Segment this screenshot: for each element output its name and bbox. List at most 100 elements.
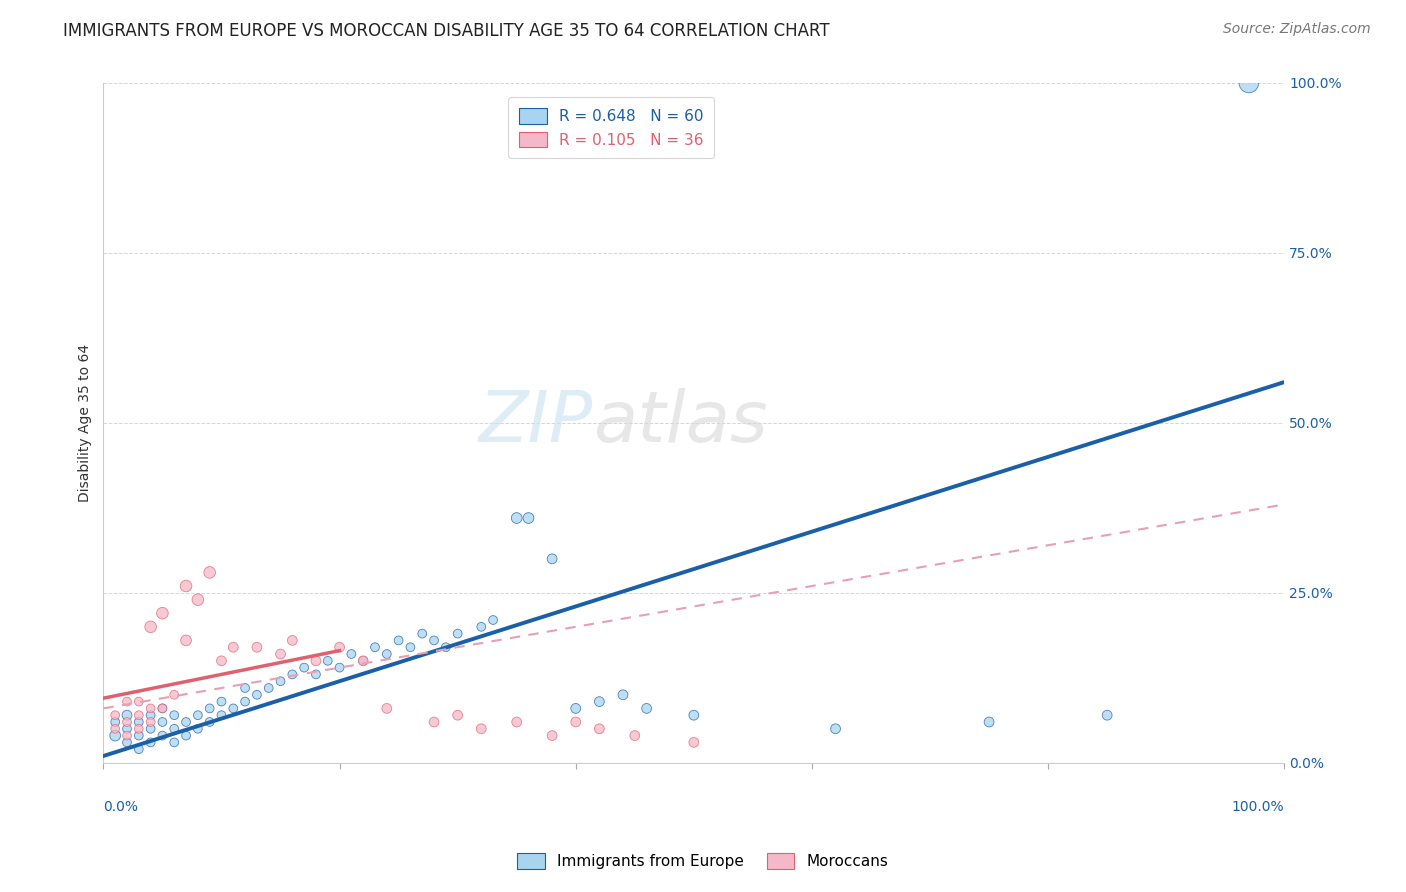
Point [564,701,586,715]
Point [233,681,256,695]
Point [174,729,197,743]
Point [1095,708,1118,723]
Text: IMMIGRANTS FROM EUROPE VS MOROCCAN DISABILITY AGE 35 TO 64 CORRELATION CHART: IMMIGRANTS FROM EUROPE VS MOROCCAN DISAB… [63,22,830,40]
Point [505,511,527,525]
Point [423,633,446,648]
Point [447,708,470,723]
Text: ZIP: ZIP [479,388,593,458]
Point [233,695,256,709]
Point [163,708,186,723]
Point [375,647,398,661]
Point [174,579,197,593]
Legend: R = 0.648   N = 60, R = 0.105   N = 36: R = 0.648 N = 60, R = 0.105 N = 36 [509,97,714,159]
Point [636,701,658,715]
Point [104,722,127,736]
Point [152,714,174,729]
Point [340,647,363,661]
Point [152,701,174,715]
Point [139,708,162,723]
Point [152,606,174,620]
Point [128,695,150,709]
Point [588,722,610,736]
Point [292,660,315,674]
Point [423,714,446,729]
Point [329,640,352,655]
Point [824,722,846,736]
Point [505,714,527,729]
Point [139,620,162,634]
Point [128,708,150,723]
Text: Source: ZipAtlas.com: Source: ZipAtlas.com [1223,22,1371,37]
Point [329,660,352,674]
Point [163,688,186,702]
Point [152,729,174,743]
Point [388,633,411,648]
Point [564,714,586,729]
Point [682,708,704,723]
Point [399,640,422,655]
Point [281,667,304,681]
Point [482,613,505,627]
Point [139,735,162,749]
Point [316,654,339,668]
Point [588,695,610,709]
Point [612,688,634,702]
Point [198,714,221,729]
Y-axis label: Disability Age 35 to 64: Disability Age 35 to 64 [79,343,93,502]
Point [352,654,374,668]
Point [152,701,174,715]
Text: 100.0%: 100.0% [1232,800,1284,814]
Point [187,722,209,736]
Point [211,695,233,709]
Point [375,701,398,715]
Point [541,551,564,566]
Point [352,654,374,668]
Point [281,633,304,648]
Point [128,729,150,743]
Point [246,640,269,655]
Point [434,640,457,655]
Point [517,511,540,525]
Point [541,729,564,743]
Point [174,633,197,648]
Legend: Immigrants from Europe, Moroccans: Immigrants from Europe, Moroccans [512,847,894,875]
Point [139,714,162,729]
Point [977,714,1000,729]
Point [198,566,221,580]
Point [211,654,233,668]
Point [246,688,269,702]
Point [623,729,645,743]
Point [270,674,292,689]
Point [139,701,162,715]
Point [198,701,221,715]
Point [115,714,138,729]
Point [305,654,328,668]
Point [364,640,387,655]
Point [128,742,150,756]
Point [270,647,292,661]
Point [115,708,138,723]
Point [115,722,138,736]
Point [115,695,138,709]
Point [163,722,186,736]
Point [128,714,150,729]
Point [470,620,492,634]
Point [104,714,127,729]
Point [187,708,209,723]
Point [447,626,470,640]
Point [115,729,138,743]
Point [470,722,492,736]
Point [211,708,233,723]
Point [682,735,704,749]
Point [128,722,150,736]
Text: 0.0%: 0.0% [104,800,138,814]
Point [104,708,127,723]
Point [257,681,280,695]
Point [222,640,245,655]
Point [104,729,127,743]
Point [174,714,197,729]
Point [139,722,162,736]
Point [305,667,328,681]
Point [222,701,245,715]
Point [411,626,433,640]
